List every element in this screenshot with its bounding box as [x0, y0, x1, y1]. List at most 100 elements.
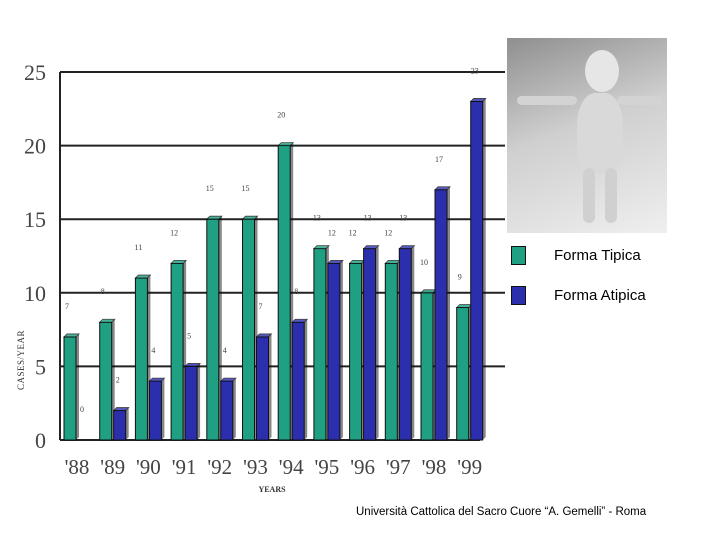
bar-tipica-face [99, 321, 113, 441]
bar-tipica [134, 274, 152, 441]
data-label-tipica: 9 [458, 273, 462, 282]
data-label-atipica: 0 [80, 405, 84, 414]
bar-tipica-face [456, 307, 470, 441]
bar-atipica-face [327, 262, 341, 441]
bar-atipica-face [434, 189, 448, 441]
bar-atipica-side [339, 260, 343, 440]
bar-tipica-face [384, 262, 398, 441]
bar-tipica-face [420, 292, 434, 441]
x-tick-labels: '88 '89 '90 '91 '92 '93 '94 '95 '96 '97 '98 '99 [65, 455, 482, 479]
y-tick-label: 0 [35, 428, 46, 453]
bar-tipica [348, 259, 366, 441]
bar-atipica-side [375, 245, 379, 440]
y-tick-label: 10 [24, 281, 46, 306]
data-label-atipica: 8 [294, 287, 298, 296]
data-label-atipica: 13 [364, 214, 372, 223]
data-label-atipica: 7 [259, 302, 263, 311]
child-leg-right [605, 168, 617, 223]
bar-tipica-face [277, 145, 291, 441]
bar-atipica [255, 333, 273, 441]
data-label-tipica: 20 [277, 111, 285, 120]
x-tick-label: '89 [100, 455, 125, 479]
data-label-atipica: 4 [151, 346, 155, 355]
bar-atipica-side [232, 378, 236, 440]
bar-atipica-face [398, 248, 412, 441]
bars [63, 98, 487, 441]
bar-atipica [469, 98, 487, 441]
bar-tipica [170, 259, 188, 441]
bar-tipica [63, 333, 80, 441]
x-tick-label: '90 [136, 455, 161, 479]
bar-tipica-face [134, 277, 148, 441]
bar-atipica-face [363, 248, 377, 441]
bar-atipica [112, 407, 130, 441]
bar-atipica-side [197, 363, 201, 440]
data-label-atipica: 13 [399, 214, 407, 223]
bar-atipica-side [125, 407, 129, 440]
data-label-tipica: 12 [384, 228, 392, 237]
data-label-tipica: 7 [65, 302, 69, 311]
data-label-tipica: 11 [135, 243, 143, 252]
data-labels: 7 0 8 2 11 4 12 5 15 4 15 7 20 8 13 12 12 13 12 13 10 17 9 23 [65, 66, 479, 414]
legend-item-tipica: Forma Tipica [511, 246, 641, 265]
data-label-tipica: 13 [313, 214, 321, 223]
bar-tipica-side [76, 333, 79, 440]
bar-atipica-side [304, 319, 308, 440]
bar-tipica-face [242, 218, 255, 441]
x-tick-label: '97 [386, 455, 411, 479]
bar-atipica-side [482, 98, 486, 440]
y-tick-label: 20 [24, 134, 46, 159]
x-tick-label: '94 [279, 455, 304, 479]
bar-atipica-face [470, 100, 484, 441]
bar-atipica [362, 245, 380, 441]
bar-atipica [184, 362, 202, 441]
bar-atipica-face [148, 380, 162, 441]
bar-tipica [277, 142, 295, 441]
y-tick-label: 25 [24, 60, 46, 85]
bar-atipica-side [161, 378, 165, 440]
legend-swatch-atipica [511, 286, 526, 305]
x-tick-label: '99 [457, 455, 482, 479]
bar-atipica [434, 186, 451, 441]
y-tick-label: 15 [24, 207, 46, 232]
bar-atipica [148, 377, 166, 441]
bar-tipica-face [206, 218, 220, 441]
bar-tipica-face [313, 248, 327, 441]
data-label-atipica: 12 [328, 228, 336, 237]
legend-label-atipica: Forma Atipica [554, 287, 646, 304]
bar-atipica-face [184, 365, 198, 441]
child-arm-left [517, 96, 577, 105]
bar-atipica [219, 377, 237, 441]
x-tick-label: '92 [207, 455, 232, 479]
bar-atipica-side [447, 186, 450, 440]
x-axis-label: YEARS [258, 485, 286, 494]
data-label-tipica: 12 [170, 228, 178, 237]
x-tick-label: '98 [422, 455, 447, 479]
x-tick-label: '91 [172, 455, 197, 479]
x-tick-label: '93 [243, 455, 268, 479]
legend-item-atipica: Forma Atipica [511, 286, 646, 305]
legend-swatch-tipica [511, 246, 526, 265]
x-tick-label: '88 [65, 455, 90, 479]
data-label-tipica: 15 [242, 184, 250, 193]
bar-tipica-face [170, 262, 184, 441]
y-tick-label: 5 [35, 354, 46, 379]
bar-atipica-face [291, 321, 305, 441]
data-label-atipica: 4 [223, 346, 227, 355]
child-head [585, 50, 619, 92]
bar-tipica-face [63, 336, 77, 441]
x-tick-label: '95 [315, 455, 340, 479]
bar-tipica [98, 318, 116, 441]
bar-atipica [326, 259, 344, 441]
bar-atipica-face [220, 380, 234, 441]
legend-label-tipica: Forma Tipica [554, 247, 641, 264]
bar-atipica [291, 318, 309, 441]
bar-tipica [205, 215, 223, 441]
data-label-tipica: 12 [349, 228, 357, 237]
data-label-tipica: 15 [206, 184, 214, 193]
child-photo [507, 38, 667, 233]
data-label-atipica: 5 [187, 331, 191, 340]
data-label-atipica: 23 [471, 66, 479, 75]
y-tick-labels: 0 5 10 15 20 25 [24, 60, 46, 453]
